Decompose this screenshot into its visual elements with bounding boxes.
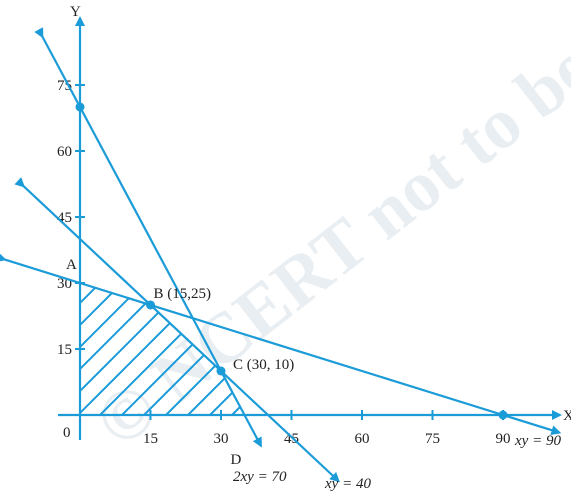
point-label: D <box>231 452 242 468</box>
x-tick-label: 90 <box>496 431 511 447</box>
corner-points: A B (15,25) C (30, 10) D <box>66 102 508 468</box>
x-tick-label: 15 <box>143 431 158 447</box>
point-label: C (30, 10) <box>233 357 294 373</box>
y-axis-name: Y <box>70 4 81 20</box>
origin-label: 0 <box>63 425 71 441</box>
point-label: B (15,25) <box>154 286 212 302</box>
x-axis-name: X <box>563 408 571 424</box>
watermark: © NCERT not to be republished <box>81 0 571 463</box>
point-label: A <box>66 257 77 273</box>
x-tick-label: 60 <box>355 431 370 447</box>
constraint-line-label: 2xy = 70 <box>233 469 287 485</box>
constraint-line-label: xy = 90 <box>514 433 561 449</box>
point-marker <box>498 410 508 420</box>
y-tick-label: 15 <box>57 342 72 358</box>
watermark-text: © NCERT not to be republished <box>81 0 571 463</box>
x-tick-label: 30 <box>214 431 229 447</box>
point-marker <box>75 102 85 112</box>
y-tick-label: 60 <box>57 144 72 160</box>
point-marker <box>216 366 226 376</box>
constraint-line-label: xy = 40 <box>324 476 371 492</box>
x-tick-label: 75 <box>425 431 440 447</box>
hatch-line <box>80 283 81 415</box>
point-marker <box>146 300 155 310</box>
